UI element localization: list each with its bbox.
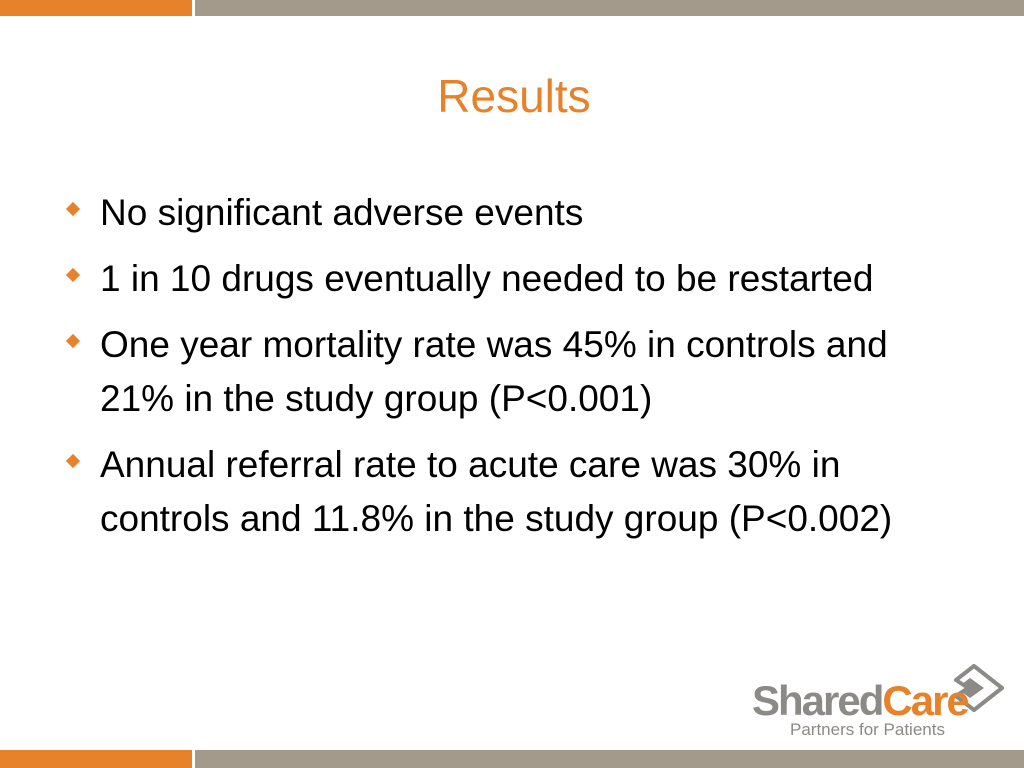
diamond-logo-icon: [954, 664, 1004, 712]
bottom-accent-bar: [0, 750, 1024, 768]
bullet-item: 1 in 10 drugs eventually needed to be re…: [65, 252, 966, 306]
bullet-text: No significant adverse events: [100, 192, 584, 233]
top-bar-orange-segment: [0, 0, 192, 16]
bullet-text: One year mortality rate was 45% in contr…: [100, 324, 888, 419]
orange-diamond-icon: [65, 267, 81, 283]
logo-wordmark: SharedCare: [752, 677, 970, 724]
bullet-text: Annual referral rate to acute care was 3…: [100, 444, 893, 539]
slide-title: Results: [437, 70, 591, 122]
bullet-item: Annual referral rate to acute care was 3…: [65, 438, 966, 546]
orange-diamond-icon: [65, 453, 81, 469]
top-accent-bar: [0, 0, 1024, 16]
sharedcare-logo: SharedCare Partners for Patients: [750, 662, 1010, 744]
orange-diamond-icon: [65, 201, 81, 217]
orange-diamond-icon: [65, 333, 81, 349]
bullet-list: No significant adverse events 1 in 10 dr…: [65, 186, 966, 558]
logo-word-shared: Shared: [752, 677, 884, 724]
bullet-text: 1 in 10 drugs eventually needed to be re…: [100, 258, 874, 299]
bullet-item: One year mortality rate was 45% in contr…: [65, 318, 966, 426]
bottom-bar-gray-segment: [195, 750, 1024, 768]
bullet-item: No significant adverse events: [65, 186, 966, 240]
bottom-bar-orange-segment: [0, 750, 192, 768]
top-bar-gray-segment: [195, 0, 1024, 16]
logo-tagline: Partners for Patients: [790, 720, 945, 739]
logo-word-care: Care: [882, 677, 969, 724]
